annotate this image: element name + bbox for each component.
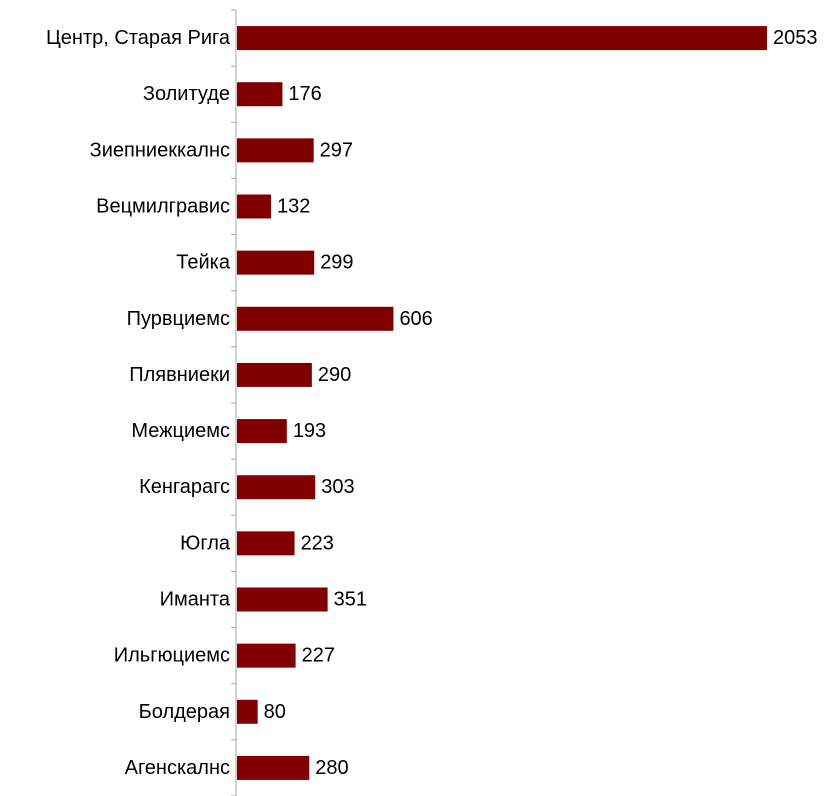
category-label: Кенгарагс <box>139 476 230 498</box>
data-label: 280 <box>315 757 348 779</box>
bar <box>237 643 296 668</box>
bar <box>237 755 310 780</box>
data-label: 2053 <box>773 27 818 49</box>
data-label: 80 <box>264 701 286 723</box>
category-label: Вецмилгравис <box>96 196 230 218</box>
category-labels: Центр, Старая Рига Золитуде Зиепниеккалнс В… <box>46 27 231 779</box>
category-label: Золитуде <box>143 83 230 105</box>
bar <box>237 419 287 444</box>
bar <box>237 250 315 275</box>
category-label: Пурвциемс <box>127 308 230 330</box>
bar <box>237 138 314 163</box>
data-label: 227 <box>302 645 335 667</box>
data-label: 299 <box>320 252 353 274</box>
bar <box>237 26 767 51</box>
data-label: 132 <box>277 196 310 218</box>
category-label: Агенскалнс <box>125 757 230 779</box>
category-label: Югла <box>180 532 231 554</box>
data-label: 303 <box>321 476 354 498</box>
bar <box>237 82 283 107</box>
category-label: Зиепниеккалнс <box>90 139 230 161</box>
data-label: 297 <box>320 139 353 161</box>
category-label: Ильгюциемс <box>114 645 230 667</box>
category-label: Тейка <box>176 252 231 274</box>
category-label: Межциемс <box>131 420 230 442</box>
bar <box>237 587 328 612</box>
bars <box>237 26 767 780</box>
bar <box>237 362 312 387</box>
category-label: Центр, Старая Рига <box>46 27 231 49</box>
bar <box>237 194 272 219</box>
data-label: 290 <box>318 364 351 386</box>
bar <box>237 531 295 556</box>
data-label: 606 <box>399 308 432 330</box>
data-label: 351 <box>334 589 367 611</box>
data-label: 193 <box>293 420 326 442</box>
data-label: 223 <box>301 532 334 554</box>
bar <box>237 475 316 500</box>
category-label: Плявниеки <box>129 364 230 386</box>
bar <box>237 699 258 724</box>
data-labels: 2053 176 297 132 299 606 290 193 303 223 351 227 80 2… <box>264 27 818 779</box>
category-label: Иманта <box>160 589 231 611</box>
data-label: 176 <box>288 83 321 105</box>
bar <box>237 306 394 331</box>
category-axis <box>231 9 237 796</box>
category-label: Болдерая <box>139 701 230 723</box>
